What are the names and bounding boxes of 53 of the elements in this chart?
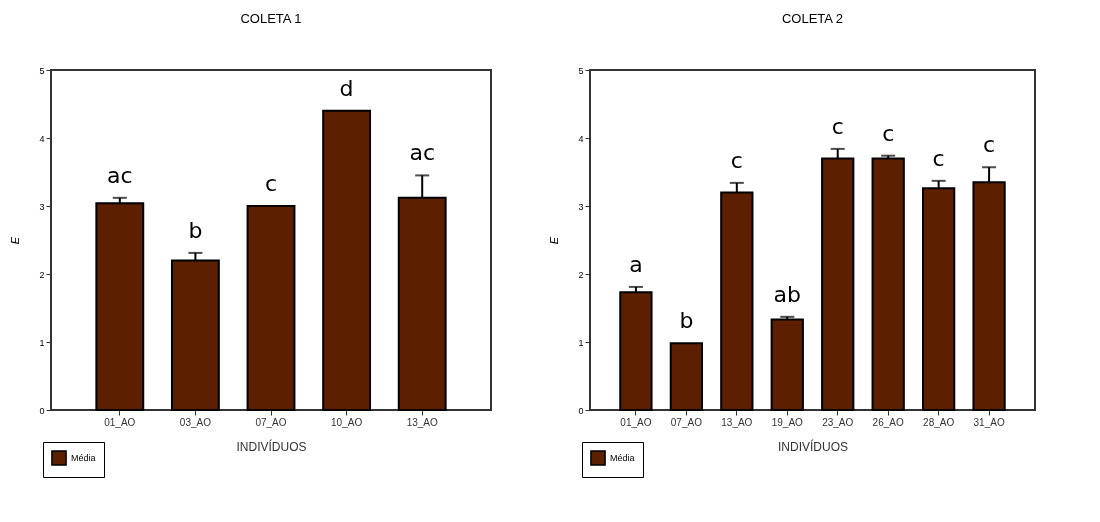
annotation: c <box>882 120 895 146</box>
x-tick-label: 07_AO <box>670 416 703 428</box>
y-tick-label: 5 <box>578 65 584 76</box>
annotation: ac <box>107 162 133 188</box>
y-axis-title: E <box>548 236 561 245</box>
x-tick-label: 13_AO <box>721 416 753 428</box>
x-tick-label: 10_AO <box>331 416 363 428</box>
x-tick-label: 13_AO <box>406 416 438 428</box>
y-tick-label: 2 <box>578 269 584 280</box>
x-tick-label: 19_AO <box>771 416 804 428</box>
x-tick-label: 01_AO <box>620 416 652 428</box>
x-axis-title: INDIVÍDUOS <box>236 438 307 454</box>
annotation: a <box>629 251 643 277</box>
legend-label: Média <box>71 453 96 463</box>
y-tick-label: 2 <box>39 269 45 280</box>
legend-label: Média <box>610 453 635 463</box>
bar <box>871 157 905 411</box>
y-tick-label: 0 <box>578 405 584 416</box>
annotation: d <box>339 75 354 101</box>
annotation: b <box>679 308 694 334</box>
chart-title: COLETA 2 <box>781 11 844 26</box>
x-tick-label: 28_AO <box>923 416 955 428</box>
annotation: b <box>188 217 203 243</box>
y-tick-label: 5 <box>39 65 45 76</box>
y-tick-label: 0 <box>39 405 45 416</box>
y-tick-label: 3 <box>39 201 45 212</box>
y-tick-label: 3 <box>578 201 584 212</box>
x-tick-label: 07_AO <box>255 416 287 428</box>
x-tick-label: 23_AO <box>822 416 854 428</box>
x-tick-label: 31_AO <box>973 416 1005 428</box>
bar <box>95 202 145 411</box>
annotation: c <box>831 113 844 139</box>
y-tick-label: 1 <box>578 337 584 348</box>
x-tick-label: 26_AO <box>872 416 904 428</box>
bar <box>619 291 653 411</box>
bar <box>669 342 704 411</box>
bar <box>322 109 372 411</box>
chart-title: COLETA 1 <box>240 11 302 26</box>
y-axis-title: E <box>9 236 22 245</box>
y-tick-label: 4 <box>39 133 45 144</box>
x-axis-title: INDIVÍDUOS <box>777 438 849 454</box>
annotation: c <box>264 171 278 196</box>
annotation: c <box>730 147 743 173</box>
bar <box>770 318 804 411</box>
bar <box>246 205 296 411</box>
annotation: c <box>983 132 996 158</box>
annotation: c <box>932 145 945 171</box>
annotation: ac <box>409 140 435 166</box>
x-tick-label: 01_AO <box>104 416 136 428</box>
annotation: ab <box>773 281 801 307</box>
x-tick-label: 03_AO <box>179 416 212 428</box>
y-tick-label: 1 <box>39 337 45 348</box>
y-tick-label: 4 <box>578 133 584 144</box>
